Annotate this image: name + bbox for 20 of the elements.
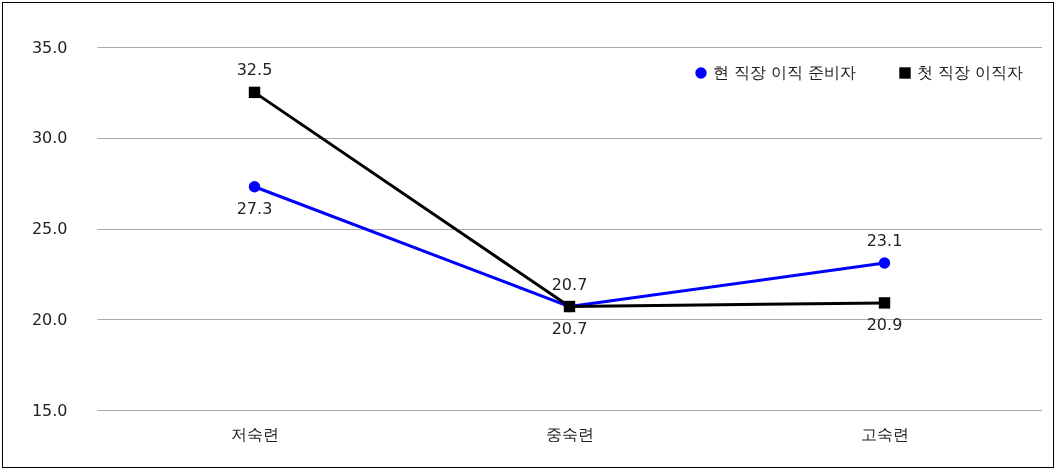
data-label: 27.3	[236, 198, 273, 218]
point	[248, 86, 261, 99]
data-label: 20.7	[551, 274, 588, 294]
point	[248, 181, 261, 193]
point	[878, 257, 891, 269]
data-label: 32.5	[236, 60, 273, 80]
y-tick-label: 15.0	[31, 400, 68, 420]
y-tick-label: 35.0	[31, 37, 68, 57]
data-label: 23.1	[866, 230, 903, 250]
x-tick-label: 중숙련	[546, 424, 594, 444]
data-label: 20.7	[551, 318, 588, 338]
x-tick-label: 저숙련	[231, 424, 279, 444]
y-tick-label: 20.0	[31, 309, 68, 329]
point	[878, 297, 891, 309]
legend-label: 첫 직장 이직자	[917, 63, 1024, 82]
y-tick-label: 25.0	[31, 219, 68, 238]
data-label: 20.9	[866, 314, 903, 334]
y-tick-label: 30.0	[31, 128, 68, 148]
legend-label: 현 직장 이직 준비자	[713, 63, 857, 82]
x-tick-label: 고숙련	[861, 424, 909, 444]
